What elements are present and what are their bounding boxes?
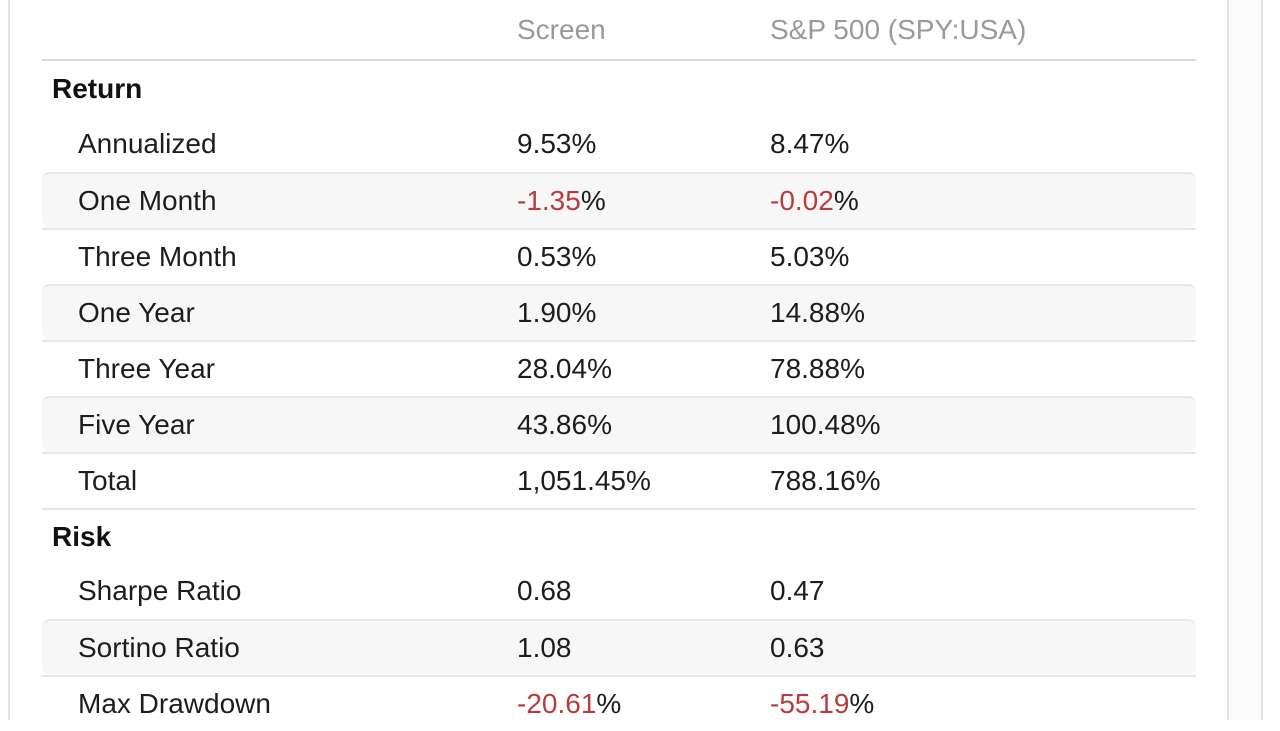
row-label: One Year (78, 297, 195, 328)
benchmark-suffix: % (824, 241, 850, 272)
section-row-return: Return (42, 61, 1196, 116)
benchmark-suffix: % (824, 128, 850, 159)
screen-number: 43.86 (517, 409, 588, 440)
screen-suffix: % (587, 409, 612, 440)
row-label: Sharpe Ratio (78, 575, 242, 606)
page-left-border (8, 0, 10, 720)
screen-value-cell: 43.86% (517, 409, 770, 441)
benchmark-suffix: % (833, 185, 859, 216)
table-row: Max Drawdown -20.61% -55.19% (42, 675, 1196, 731)
benchmark-number: 0.47 (770, 575, 825, 606)
screen-value-cell: 28.04% (517, 353, 770, 385)
benchmark-value-cell: 0.63 (770, 632, 1196, 664)
screen-value-cell: -1.35% (517, 185, 770, 217)
screen-number: 9.53 (517, 128, 572, 159)
screen-number: -20.61 (517, 688, 597, 719)
benchmark-number: 0.63 (770, 632, 825, 663)
benchmark-suffix: % (855, 409, 881, 440)
benchmark-value-cell: 5.03% (770, 241, 1196, 273)
screen-value-cell: -20.61% (517, 688, 770, 720)
row-label: Annualized (78, 128, 217, 159)
section-row-risk: Risk (42, 508, 1196, 563)
table-body: Return Annualized 9.53% 8.47% One Month -1.35… (42, 61, 1196, 731)
benchmark-value-cell: 14.88% (770, 297, 1196, 329)
screen-number: 1,051.45 (517, 465, 626, 496)
benchmark-number: 78.88 (770, 353, 841, 384)
screen-suffix: % (580, 185, 606, 216)
benchmark-number: -55.19 (770, 688, 850, 719)
screen-suffix: % (571, 297, 597, 328)
row-label: Max Drawdown (78, 688, 271, 719)
screen-suffix: % (626, 465, 651, 496)
table-row: Total 1,051.45% 788.16% (42, 452, 1196, 508)
benchmark-value-cell: -55.19% (770, 688, 1196, 720)
table-row: Sharpe Ratio 0.68 0.47 (42, 563, 1196, 619)
screen-number: 1.90 (517, 297, 572, 328)
screen-number: 0.53 (517, 241, 572, 272)
table-row: Annualized 9.53% 8.47% (42, 116, 1196, 172)
screen-value-cell: 0.53% (517, 241, 770, 273)
screen-suffix: % (587, 353, 612, 384)
benchmark-value-cell: 0.47 (770, 575, 1196, 607)
screen-number: -1.35 (517, 185, 581, 216)
benchmark-value-cell: 8.47% (770, 128, 1196, 160)
screen-value-cell: 1,051.45% (517, 465, 770, 497)
section-title-risk: Risk (52, 520, 112, 552)
benchmark-number: 8.47 (770, 128, 825, 159)
table-row: Five Year 43.86% 100.48% (42, 396, 1196, 452)
scrollbar-track[interactable] (1227, 0, 1263, 720)
benchmark-suffix: % (855, 465, 881, 496)
screen-value-cell: 1.08 (517, 632, 770, 664)
section-title-return: Return (52, 72, 143, 104)
benchmark-suffix: % (840, 297, 865, 328)
screen-suffix: % (571, 241, 597, 272)
table-row: Three Year 28.04% 78.88% (42, 340, 1196, 396)
table-row: Three Month 0.53% 5.03% (42, 228, 1196, 284)
table-row: One Month -1.35% -0.02% (42, 172, 1196, 228)
screen-number: 1.08 (517, 632, 572, 663)
benchmark-value-cell: 788.16% (770, 465, 1196, 497)
screen-value-cell: 1.90% (517, 297, 770, 329)
row-label: Three Month (78, 241, 237, 272)
screen-suffix: % (571, 128, 597, 159)
screen-number: 0.68 (517, 575, 572, 606)
screen-value-cell: 0.68 (517, 575, 770, 607)
benchmark-number: 100.48 (770, 409, 856, 440)
benchmark-number: 788.16 (770, 465, 856, 496)
column-header-benchmark: S&P 500 (SPY:USA) (770, 13, 1027, 45)
benchmark-value-cell: 78.88% (770, 353, 1196, 385)
row-label: Sortino Ratio (78, 632, 240, 663)
table-row: Sortino Ratio 1.08 0.63 (42, 619, 1196, 675)
row-label: One Month (78, 185, 217, 216)
row-label: Total (78, 465, 138, 496)
benchmark-value-cell: -0.02% (770, 185, 1196, 217)
benchmark-suffix: % (849, 688, 875, 719)
table-row: One Year 1.90% 14.88% (42, 284, 1196, 340)
row-label: Five Year (78, 409, 195, 440)
benchmark-number: -0.02 (770, 185, 834, 216)
screen-number: 28.04 (517, 353, 588, 384)
screen-value-cell: 9.53% (517, 128, 770, 160)
benchmark-number: 14.88 (770, 297, 841, 328)
column-header-screen: Screen (517, 13, 606, 45)
table-header-row: Screen S&P 500 (SPY:USA) (42, 0, 1196, 61)
screen-suffix: % (596, 688, 622, 719)
benchmark-suffix: % (840, 353, 865, 384)
benchmark-value-cell: 100.48% (770, 409, 1196, 441)
benchmark-number: 5.03 (770, 241, 825, 272)
performance-table: Screen S&P 500 (SPY:USA) Return Annualize… (42, 0, 1196, 731)
row-label: Three Year (78, 353, 215, 384)
